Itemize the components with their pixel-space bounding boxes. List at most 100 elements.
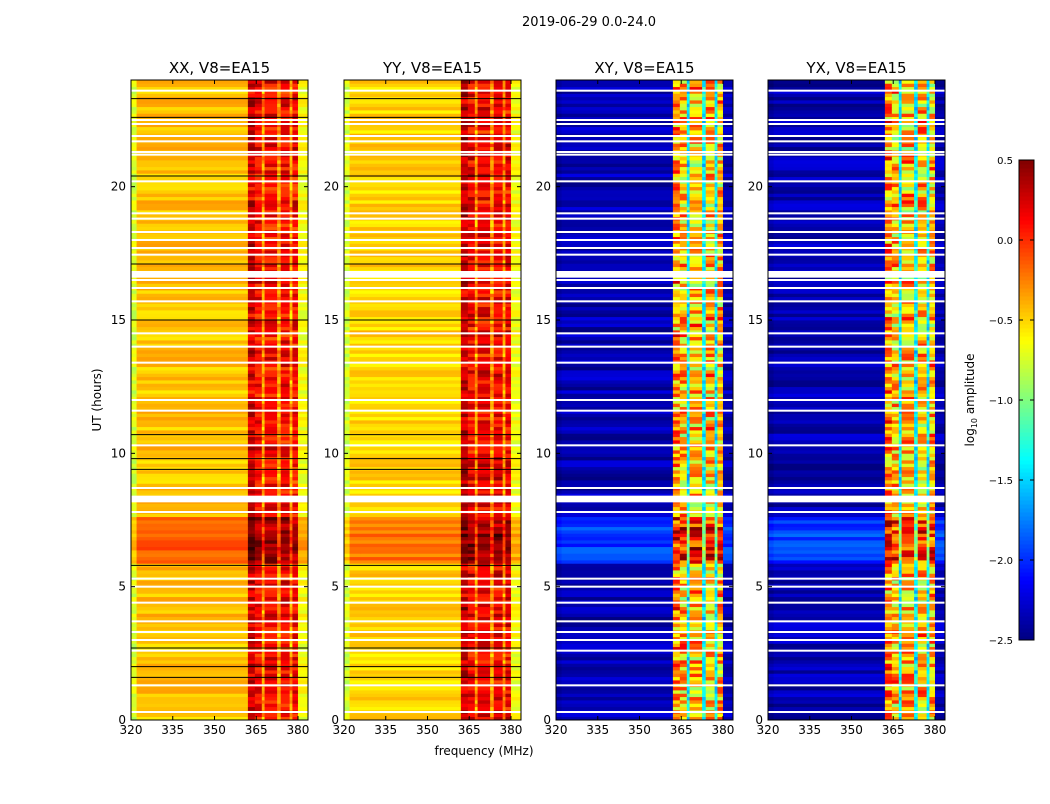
- heatmap-cell: [505, 267, 511, 271]
- heatmap-cell: [131, 420, 137, 424]
- heatmap-cell: [262, 137, 265, 141]
- heatmap-cell: [503, 540, 506, 544]
- heatmap-cell: [292, 700, 298, 704]
- heatmap-cell: [723, 660, 733, 664]
- heatmap-cell: [344, 673, 350, 677]
- heatmap-cell: [344, 223, 350, 227]
- heatmap-cell: [505, 697, 511, 701]
- heatmap-cell: [361, 657, 462, 661]
- heatmap-cell: [461, 560, 468, 564]
- heatmap-cell: [468, 633, 475, 637]
- heatmap-cell: [137, 113, 149, 117]
- heatmap-cell: [148, 113, 249, 117]
- heatmap-cell: [148, 613, 249, 617]
- heatmap-cell: [461, 107, 468, 111]
- heatmap-cell: [292, 127, 298, 131]
- heatmap-cell: [361, 290, 462, 294]
- heatmap-cell: [505, 477, 511, 481]
- heatmap-cell: [298, 403, 308, 407]
- heatmap-cell: [478, 100, 491, 104]
- heatmap-cell: [468, 580, 475, 584]
- heatmap-cell: [494, 633, 503, 637]
- heatmap-cell: [148, 433, 249, 437]
- heatmap-cell: [148, 427, 249, 431]
- heatmap-cell: [281, 633, 290, 637]
- heatmap-cell: [262, 517, 265, 521]
- heatmap-cell: [298, 383, 308, 387]
- heatmap-cell: [461, 197, 468, 201]
- heatmap-cell: [361, 633, 462, 637]
- heatmap-cell: [298, 580, 308, 584]
- heatmap-cell: [468, 597, 475, 601]
- heatmap-cell: [468, 187, 475, 191]
- heatmap-cell: [468, 623, 475, 627]
- heatmap-cell: [131, 543, 137, 547]
- heatmap-cell: [461, 433, 468, 437]
- heatmap-cell: [494, 517, 503, 521]
- heatmap-cell: [137, 467, 149, 471]
- heatmap-cell: [265, 267, 278, 271]
- heatmap-cell: [505, 413, 511, 417]
- heatmap-cell: [350, 163, 362, 167]
- heatmap-cell: [344, 303, 350, 307]
- heatmap-cell: [461, 483, 468, 487]
- heatmap-cell: [344, 430, 350, 434]
- heatmap-cell: [573, 707, 674, 711]
- heatmap-cell: [131, 190, 137, 194]
- heatmap-cell: [511, 193, 521, 197]
- heatmap-cell: [137, 480, 149, 484]
- heatmap-cell: [505, 473, 511, 477]
- heatmap-cell: [503, 83, 506, 87]
- heatmap-cell: [148, 420, 249, 424]
- heatmap-cell: [255, 250, 262, 254]
- heatmap-cell: [511, 490, 521, 494]
- heatmap-cell: [350, 530, 362, 534]
- heatmap-cell: [265, 350, 278, 354]
- flagged-row: [131, 272, 308, 278]
- heatmap-cell: [717, 703, 723, 707]
- heatmap-cell: [248, 143, 255, 147]
- heatmap-cell: [350, 690, 362, 694]
- heatmap-cell: [494, 467, 503, 471]
- heatmap-cell: [277, 560, 281, 564]
- heatmap-cell: [478, 707, 491, 711]
- heatmap-cell: [344, 193, 350, 197]
- heatmap-cell: [290, 260, 293, 264]
- heatmap-cell: [148, 447, 249, 451]
- heatmap-cell: [248, 367, 255, 371]
- heatmap-cell: [298, 453, 308, 457]
- heatmap-cell: [344, 437, 350, 441]
- heatmap-cell: [511, 433, 521, 437]
- heatmap-cell: [490, 350, 494, 354]
- heatmap-cell: [248, 470, 255, 474]
- heatmap-cell: [265, 550, 278, 554]
- heatmap-cell: [505, 440, 511, 444]
- heatmap-cell: [468, 350, 475, 354]
- heatmap-cell: [505, 403, 511, 407]
- heatmap-cell: [298, 223, 308, 227]
- heatmap-cell: [298, 103, 308, 107]
- heatmap-cell: [478, 357, 491, 361]
- heatmap-cell: [290, 460, 293, 464]
- heatmap-cell: [478, 623, 491, 627]
- heatmap-cell: [494, 327, 503, 331]
- heatmap-cell: [687, 660, 690, 664]
- heatmap-cell: [281, 227, 290, 231]
- heatmap-cell: [478, 603, 491, 607]
- heatmap-cell: [131, 320, 137, 324]
- heatmap-cell: [248, 163, 255, 167]
- heatmap-cell: [361, 643, 462, 647]
- heatmap-cell: [298, 220, 308, 224]
- heatmap-cell: [131, 403, 137, 407]
- heatmap-cell: [298, 107, 308, 111]
- heatmap-cell: [131, 187, 137, 191]
- heatmap-cell: [262, 83, 265, 87]
- heatmap-cell: [131, 177, 137, 181]
- heatmap-cell: [248, 670, 255, 674]
- heatmap-cell: [350, 573, 362, 577]
- heatmap-cell: [461, 183, 468, 187]
- heatmap-cell: [131, 423, 137, 427]
- heatmap-cell: [350, 383, 362, 387]
- heatmap-cell: [503, 533, 506, 537]
- heatmap-cell: [137, 530, 149, 534]
